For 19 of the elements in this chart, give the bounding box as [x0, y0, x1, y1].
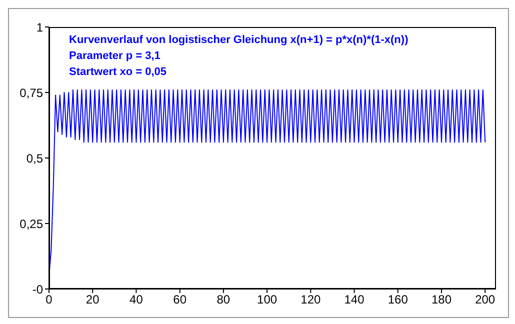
- y-tick-label: 0,25: [20, 216, 44, 231]
- annotation: Parameter p = 3,1: [69, 49, 162, 64]
- x-tick-label: 100: [257, 292, 278, 307]
- x-tick-label: 60: [173, 292, 187, 307]
- y-tick-label: 0,5: [26, 151, 44, 166]
- annotation: Kurvenverlauf von logistischer Gleichung x(n+1) = p*x(n)*(1-x(n)): [69, 33, 408, 48]
- x-tick-label: 180: [431, 292, 452, 307]
- x-tick-label: 120: [300, 292, 321, 307]
- y-tick-label: 1: [36, 20, 44, 34]
- x-tick-label: 160: [388, 292, 408, 307]
- annotation: Startwert xo = 0,05: [69, 65, 168, 80]
- x-tick-label: 0: [46, 292, 53, 307]
- x-tick-label: 40: [130, 292, 144, 307]
- y-tick-label: 0,75: [20, 86, 44, 100]
- x-tick-label: 200: [475, 292, 496, 307]
- x-tick-label: 80: [216, 292, 230, 307]
- x-tick-label: 20: [86, 292, 100, 307]
- x-tick-label: 140: [344, 292, 365, 307]
- y-tick-label: -0: [32, 282, 44, 296]
